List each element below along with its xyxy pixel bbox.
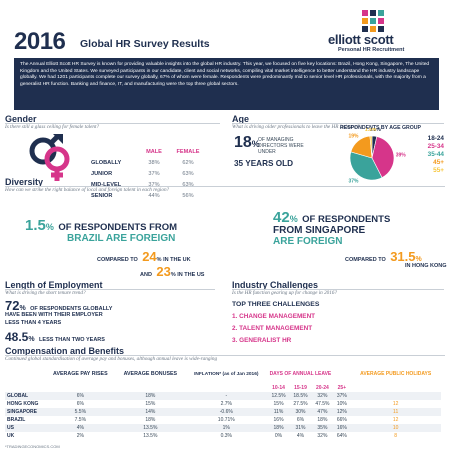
compensation-table: AVERAGE PAY RISES AVERAGE BONUSES INFLAT… (5, 364, 441, 440)
gender-subtitle: Is there still a glass ceiling for femal… (5, 124, 100, 130)
table-row: JUNIOR 37% 63% (91, 170, 194, 177)
logo-name: elliott scott (328, 32, 394, 47)
list-item: 1. CHANGE MANAGEMENT (232, 313, 316, 320)
header: 2016 Global HR Survey Results (14, 28, 439, 55)
footnote: *TRADINGECONOMICS.COM (5, 444, 60, 449)
legend-item: 55+ (433, 167, 444, 174)
divider (5, 355, 445, 356)
age-stat-emph: 35 YEARS OLD (234, 159, 293, 168)
brazil-compare2: AND 23% IN THE US (140, 264, 205, 279)
diversity-title: Diversity (5, 177, 44, 187)
employment-line3: LESS THAN 4 YEARS (5, 320, 62, 326)
table-row: BRAZIL 7.5% 18% 10.71% 16% 6% 18% 66% 12 (7, 417, 399, 423)
divider (232, 123, 444, 124)
employment-stat2: 48.5% LESS THAN TWO YEARS (5, 330, 105, 344)
gender-title: Gender (5, 114, 37, 124)
pie-slice-55+ (369, 135, 373, 159)
pie-title: RESPONDENTS BY AGE GROUP (340, 125, 421, 131)
employment-line2: HAVE BEEN WITH THEIR EMPLOYER (5, 312, 103, 318)
challenges-subtitle: Is the HR function gearing up for change… (232, 290, 338, 296)
challenges-section: Industry Challenges Is the HR function g… (232, 280, 450, 345)
divider (232, 289, 444, 290)
pie-label: 19% (349, 134, 360, 140)
age-title: Age (232, 114, 250, 124)
col-male: MALE (146, 148, 162, 155)
brazil-compare: COMPARED TO 24% IN THE UK (97, 249, 191, 264)
sg-compare-text: IN HONG KONG (405, 263, 447, 269)
challenges-title: Industry Challenges (232, 280, 319, 290)
diversity-section: Diversity How can we strike the right ba… (5, 177, 450, 279)
col-female: FEMALE (176, 148, 200, 155)
challenges-list: 1. CHANGE MANAGEMENT 2. TALENT MANAGEMEN… (232, 313, 315, 349)
table-row: SINGAPORE 5.5% 14% -0.6% 11% 30% 47% 12% 11 (5, 408, 441, 416)
employment-subtitle: What is driving the short tenure trend? (5, 290, 86, 296)
survey-title: Global HR Survey Results (80, 38, 210, 50)
legend-item: 45+ (433, 159, 444, 166)
pie-label: 37% (349, 178, 360, 184)
divider (5, 186, 445, 187)
table-row: US 4% 13.5% 1% 18% 31% 35% 16% 10 (5, 424, 441, 432)
sg-compare: COMPARED TO 31.5% (345, 249, 422, 264)
table-row: MID-LEVEL 37% 63% (91, 181, 194, 188)
survey-year: 2016 (14, 28, 66, 55)
logo-mark-icon (362, 10, 384, 32)
age-section: Age What is driving older professionals … (232, 114, 450, 184)
list-item: 3. GENERALIST HR (232, 337, 292, 344)
employment-section: Length of Employment What is driving the… (5, 280, 217, 344)
employment-stat1: 72% OF RESPONDENTS GLOBALLY (5, 298, 113, 313)
age-stat: 18% (234, 134, 260, 151)
legend-item: 18-24 (427, 135, 444, 142)
pie-legend: 18-24 25-34 35-44 45+ 55+ (412, 135, 444, 175)
compensation-subtitle: Continued global standardisation of aver… (5, 356, 218, 362)
intro-text: The Annual Elliott Scott HR Survey is kn… (14, 58, 439, 110)
divider (5, 123, 220, 124)
sg-line3: ARE FOREIGN (273, 236, 343, 247)
employment-title: Length of Employment (5, 280, 103, 290)
list-item: 2. TALENT MANAGEMENT (232, 325, 313, 332)
gender-section: Gender Is there still a glass ceiling fo… (5, 114, 220, 199)
pie-label: 3.5% (369, 128, 381, 133)
brazil-line2: BRAZIL ARE FOREIGN (67, 233, 176, 244)
table-row: SENIOR 44% 56% (91, 192, 194, 199)
diversity-subtitle: How can we strike the right balance of l… (5, 187, 170, 193)
sg-stat: 42% OF RESPONDENTS (273, 209, 391, 226)
brazil-stat: 1.5% OF RESPONDENTS FROM (25, 217, 178, 234)
compensation-section: Compensation and Benefits Continued glob… (5, 346, 450, 451)
compensation-title: Compensation and Benefits (5, 346, 125, 356)
pie-slice-35-44 (349, 151, 383, 181)
gender-table: MALE FEMALE GLOBALLY 38% 62% JUNIOR 37% 63% … (89, 146, 205, 201)
divider (5, 289, 215, 290)
age-pie-chart: 3.5% 39% 37% 19% 1.5% (349, 128, 407, 184)
challenges-heading: TOP THREE CHALLENGES (232, 301, 320, 308)
table-row: GLOBALLY 38% 62% (91, 159, 194, 166)
gender-symbols-icon (29, 134, 70, 181)
table-row: HONG KONG 6% 15% 2.7% 15% 27.5% 47.5% 10% 12 (7, 401, 399, 407)
legend-item: 35-44 (427, 151, 444, 158)
table-row: UK 2% 13.5% 0.3% 0% 4% 32% 64% 8 (7, 433, 398, 439)
sg-line2: FROM SINGAPORE (273, 225, 366, 236)
pie-label: 39% (396, 152, 407, 158)
legend-item: 25-34 (427, 143, 444, 150)
age-stat-text: OF MANAGING DIRECTORS WERE UNDER (258, 137, 304, 156)
age-stat-value: 18 (234, 134, 252, 151)
pie-label: 1.5% (365, 128, 377, 133)
pie-slice-25-34 (371, 136, 395, 179)
table-row: GLOBAL 6% 18% -12.5% 18.5% 32% 37% (5, 392, 441, 400)
logo-tagline: Personal HR Recruitment (338, 47, 405, 53)
age-subtitle: What is driving older professionals to l… (232, 124, 360, 130)
logo: elliott scott Personal HR Recruitment (320, 10, 440, 54)
